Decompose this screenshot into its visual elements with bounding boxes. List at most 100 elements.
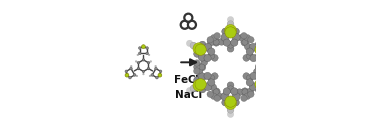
Circle shape bbox=[212, 38, 220, 46]
Circle shape bbox=[250, 72, 257, 80]
Circle shape bbox=[186, 40, 193, 47]
Circle shape bbox=[148, 54, 150, 56]
Circle shape bbox=[195, 82, 202, 89]
Circle shape bbox=[194, 51, 200, 57]
Circle shape bbox=[247, 88, 254, 95]
Circle shape bbox=[227, 27, 234, 34]
Circle shape bbox=[256, 64, 262, 70]
Circle shape bbox=[241, 88, 249, 96]
Circle shape bbox=[221, 34, 229, 42]
Circle shape bbox=[260, 77, 267, 83]
Circle shape bbox=[207, 91, 214, 97]
Circle shape bbox=[231, 39, 238, 46]
Circle shape bbox=[143, 73, 144, 75]
Circle shape bbox=[130, 67, 132, 70]
Circle shape bbox=[256, 43, 268, 55]
Circle shape bbox=[249, 83, 257, 91]
Circle shape bbox=[201, 59, 208, 66]
Circle shape bbox=[246, 79, 253, 86]
Circle shape bbox=[227, 16, 234, 23]
Circle shape bbox=[194, 60, 200, 66]
Circle shape bbox=[211, 73, 218, 80]
Circle shape bbox=[241, 95, 247, 101]
Circle shape bbox=[188, 21, 196, 29]
Circle shape bbox=[264, 42, 271, 49]
Circle shape bbox=[208, 39, 214, 46]
Circle shape bbox=[227, 21, 234, 28]
Circle shape bbox=[195, 45, 202, 52]
Circle shape bbox=[194, 68, 200, 74]
Circle shape bbox=[137, 62, 139, 64]
Circle shape bbox=[133, 74, 136, 76]
Circle shape bbox=[227, 82, 234, 89]
Circle shape bbox=[211, 55, 218, 61]
Circle shape bbox=[259, 45, 266, 52]
Circle shape bbox=[261, 68, 268, 74]
Circle shape bbox=[225, 96, 236, 107]
Circle shape bbox=[149, 75, 151, 77]
Circle shape bbox=[125, 70, 128, 73]
Circle shape bbox=[142, 59, 145, 61]
Circle shape bbox=[231, 88, 238, 95]
Text: FeCl$_3$: FeCl$_3$ bbox=[173, 74, 205, 88]
Circle shape bbox=[260, 51, 267, 57]
Circle shape bbox=[146, 52, 149, 55]
Circle shape bbox=[227, 41, 234, 48]
Circle shape bbox=[239, 34, 245, 41]
Circle shape bbox=[155, 67, 157, 70]
Circle shape bbox=[204, 54, 211, 62]
Circle shape bbox=[142, 70, 145, 73]
Circle shape bbox=[242, 89, 248, 95]
Circle shape bbox=[213, 39, 219, 45]
Circle shape bbox=[223, 88, 231, 95]
Circle shape bbox=[181, 21, 189, 29]
Circle shape bbox=[258, 59, 265, 66]
Circle shape bbox=[255, 79, 266, 90]
Circle shape bbox=[210, 84, 217, 91]
Circle shape bbox=[199, 86, 206, 93]
Circle shape bbox=[196, 68, 203, 75]
Circle shape bbox=[227, 111, 234, 118]
Circle shape bbox=[184, 14, 192, 22]
Circle shape bbox=[195, 79, 206, 90]
Circle shape bbox=[141, 45, 146, 49]
Circle shape bbox=[214, 95, 220, 101]
Circle shape bbox=[214, 33, 220, 39]
Circle shape bbox=[243, 55, 250, 61]
Circle shape bbox=[218, 38, 225, 45]
Circle shape bbox=[137, 54, 139, 56]
Circle shape bbox=[199, 64, 205, 70]
Circle shape bbox=[227, 106, 234, 113]
Circle shape bbox=[259, 82, 266, 89]
Circle shape bbox=[198, 53, 206, 61]
Circle shape bbox=[204, 83, 212, 91]
Circle shape bbox=[211, 93, 217, 99]
Circle shape bbox=[236, 89, 243, 96]
Circle shape bbox=[225, 25, 237, 36]
Circle shape bbox=[129, 76, 131, 79]
Circle shape bbox=[248, 37, 254, 43]
Circle shape bbox=[125, 73, 129, 77]
Circle shape bbox=[135, 61, 137, 62]
Circle shape bbox=[136, 75, 138, 77]
Circle shape bbox=[190, 85, 197, 92]
Circle shape bbox=[227, 45, 234, 52]
Circle shape bbox=[198, 63, 206, 71]
Circle shape bbox=[268, 40, 275, 47]
Circle shape bbox=[255, 63, 263, 71]
Circle shape bbox=[255, 41, 262, 48]
Circle shape bbox=[208, 79, 215, 86]
Circle shape bbox=[198, 73, 206, 81]
Circle shape bbox=[227, 86, 234, 93]
Circle shape bbox=[212, 88, 220, 96]
Circle shape bbox=[138, 52, 141, 55]
Circle shape bbox=[225, 27, 236, 38]
Circle shape bbox=[193, 43, 205, 55]
Circle shape bbox=[261, 64, 268, 70]
Circle shape bbox=[248, 91, 254, 97]
Circle shape bbox=[264, 85, 271, 92]
Circle shape bbox=[255, 53, 263, 61]
Circle shape bbox=[151, 74, 153, 76]
Circle shape bbox=[194, 77, 200, 83]
Circle shape bbox=[222, 99, 229, 106]
